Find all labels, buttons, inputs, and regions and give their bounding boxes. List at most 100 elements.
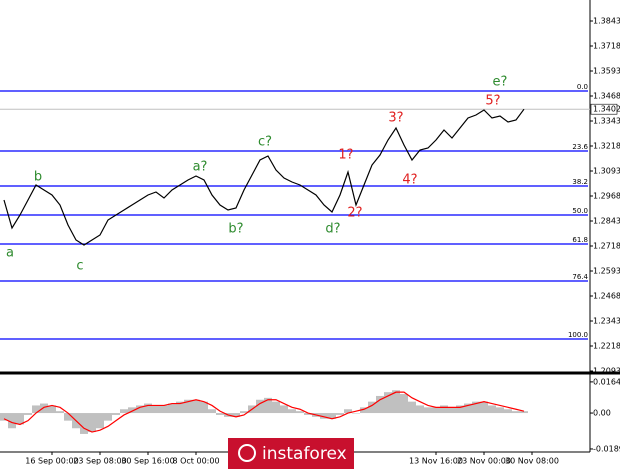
histogram-bar — [144, 403, 152, 414]
fib-level-label: 50.0 — [572, 207, 588, 215]
wave-label: a — [6, 246, 14, 261]
histogram-bar — [368, 401, 376, 414]
watermark-icon — [238, 444, 256, 462]
histogram-bar — [328, 413, 336, 419]
histogram-bar — [504, 409, 512, 414]
wave-label: 3? — [388, 111, 403, 126]
watermark-box: instaforex — [228, 438, 354, 469]
last-price-box — [590, 103, 618, 115]
fib-level-label: 38.2 — [572, 178, 588, 186]
y-tick-label: 1.2718 — [593, 242, 620, 251]
x-tick-label: 8 Oct 00:00 — [172, 457, 219, 466]
histogram-bar — [208, 409, 216, 414]
histogram-bar — [112, 413, 120, 415]
histogram-bar — [416, 405, 424, 414]
histogram-bar — [384, 392, 392, 414]
y-tick-label: 1.3093 — [593, 167, 620, 176]
histogram-bar — [272, 401, 280, 414]
x-tick-label: 30 Sep 16:00 — [121, 457, 174, 466]
histogram-bar — [496, 407, 504, 414]
y-tick-label: -0.0189 — [593, 444, 620, 453]
last-price-label: 1.3402 — [593, 105, 620, 114]
y-tick-label: 1.2843 — [593, 217, 620, 226]
y-tick-label: 1.2343 — [593, 317, 620, 326]
wave-label: b — [34, 170, 42, 185]
histogram-bar — [64, 413, 72, 421]
y-tick-label: 0.00 — [593, 409, 611, 418]
y-tick-label: 1.3468 — [593, 92, 620, 101]
histogram-bar — [128, 407, 136, 414]
fib-level-label: 23.6 — [572, 143, 588, 151]
histogram-bar — [0, 413, 8, 421]
wave-label: 1? — [338, 148, 353, 163]
y-tick-label: 1.2093 — [593, 367, 620, 376]
wave-label: 2? — [347, 206, 362, 221]
histogram-bar — [16, 413, 24, 425]
wave-label: d? — [325, 222, 340, 237]
x-tick-label: 16 Sep 00:00 — [25, 457, 78, 466]
histogram-bar — [400, 394, 408, 414]
watermark-background — [228, 438, 354, 469]
x-tick-label: 30 Nov 08:00 — [505, 457, 559, 466]
y-tick-label: 0.0164 — [593, 377, 620, 386]
histogram-bar — [200, 401, 208, 414]
histogram-bar — [304, 413, 312, 415]
histogram-bar — [176, 401, 184, 414]
y-tick-label: 1.2593 — [593, 267, 620, 276]
histogram-bar — [32, 405, 40, 414]
histogram-bar — [136, 405, 144, 414]
histogram-bar — [456, 405, 464, 414]
signal-line — [3, 391, 525, 433]
fib-level-label: 100.0 — [568, 331, 588, 339]
histogram-bar — [464, 403, 472, 414]
histogram-bar — [192, 399, 200, 414]
x-tick-label: 23 Sep 08:00 — [73, 457, 126, 466]
histogram-bar — [88, 413, 96, 433]
wave-label: c? — [258, 135, 272, 150]
x-tick-label: 13 Nov 16:00 — [409, 457, 463, 466]
plot-layer: 1.3843 1.3718 1.3593 1.3468 1.3343 1.3218 1.30… — [0, 17, 620, 466]
histogram-bar — [296, 411, 304, 414]
wave-label: b? — [228, 222, 243, 237]
histogram-bar — [448, 407, 456, 414]
fib-level-label: 76.4 — [572, 273, 588, 281]
histogram-bar — [288, 409, 296, 414]
histogram-bar — [520, 411, 528, 414]
price-line — [3, 108, 525, 246]
histogram-bar — [104, 413, 112, 421]
histogram-bar — [424, 407, 432, 414]
histogram-bar — [320, 413, 328, 419]
histogram-bar — [8, 413, 16, 429]
histogram-bar — [232, 413, 240, 417]
histogram-bar — [360, 407, 368, 414]
histogram-bar — [336, 413, 344, 415]
histogram-bar — [24, 413, 32, 415]
histogram-bar — [352, 413, 360, 414]
y-tick-label: 1.2968 — [593, 192, 620, 201]
histogram-bar — [40, 403, 48, 414]
wave-label: e? — [493, 75, 508, 90]
histogram-bar — [120, 409, 128, 414]
histogram-bar — [408, 401, 416, 414]
y-tick-label: 1.3218 — [593, 142, 620, 151]
histogram-bar — [216, 413, 224, 415]
fib-level-label: 0.0 — [577, 83, 588, 91]
histogram-bar — [160, 405, 168, 414]
histogram-bar — [48, 405, 56, 414]
histogram-bar — [280, 405, 288, 414]
histogram-bar — [56, 411, 64, 414]
histogram-bar — [256, 399, 264, 414]
histogram-bar — [488, 405, 496, 414]
histogram-bar — [480, 401, 488, 414]
y-tick-label: 1.3593 — [593, 67, 620, 76]
y-tick-label: 1.3843 — [593, 17, 620, 26]
wave-label: c — [76, 259, 83, 274]
histogram-bar — [376, 395, 384, 414]
histogram-bar — [472, 401, 480, 414]
wave-label: 5? — [485, 94, 500, 109]
fib-level-label: 61.8 — [572, 236, 588, 244]
histogram-bar — [184, 399, 192, 414]
histogram-bar — [240, 411, 248, 414]
